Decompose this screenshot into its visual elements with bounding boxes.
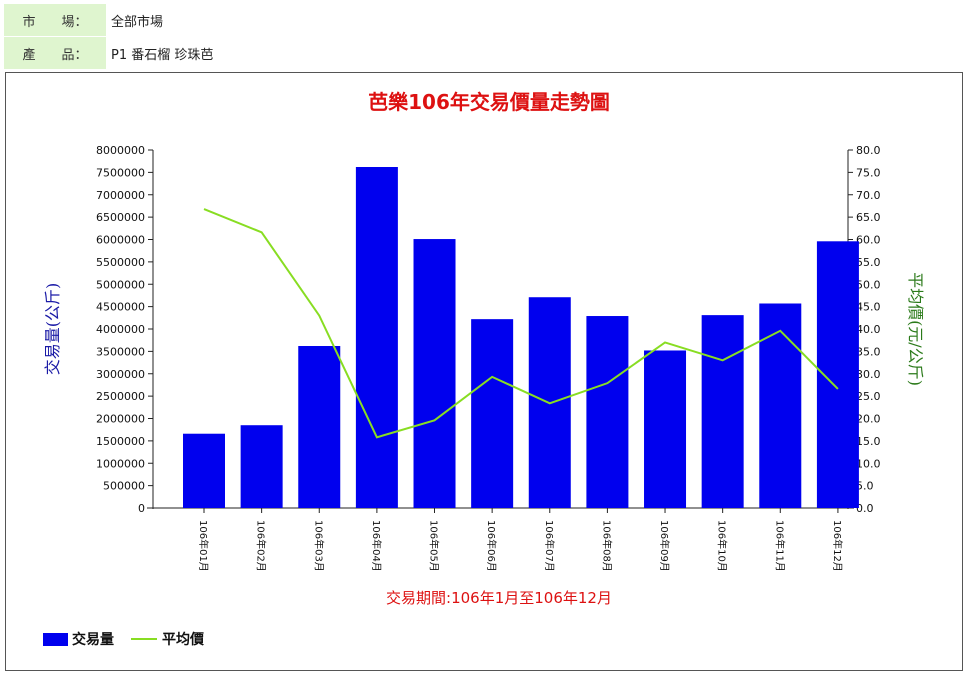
y-tick-label-right: 15.0 [856,435,881,448]
y-tick-label-left: 2000000 [96,413,145,426]
y-tick-label-right: 50.0 [856,278,881,291]
x-axis-title: 交易期間:106年1月至106年12月 [386,589,612,607]
market-filter-row: 市 場： 全部市場 [4,4,163,36]
volume-bar [298,346,341,508]
chart-container: 芭樂106年交易價量走勢圖 交易期間:106年1月至106年12月 交易量(公斤… [5,72,963,671]
chart-title: 芭樂106年交易價量走勢圖 [368,90,610,114]
y-tick-label-left: 5500000 [96,256,145,269]
x-tick-label: 106年03月 [312,520,325,572]
volume-bar [701,315,744,508]
legend: 交易量 平均價 [43,631,205,648]
y-tick-label-right: 35.0 [856,345,881,358]
y-tick-label-right: 5.0 [856,480,874,493]
market-label: 市 場： [4,4,106,36]
y-tick-label-left: 500000 [103,480,145,493]
volume-bar [586,316,629,508]
y-tick-label-right: 10.0 [856,457,881,470]
y-tick-label-left: 6500000 [96,211,145,224]
y-tick-label-left: 1000000 [96,457,145,470]
y-tick-label-right: 80.0 [856,144,881,157]
y-tick-label-right: 30.0 [856,368,881,381]
y-tick-label-right: 45.0 [856,301,881,314]
y-tick-label-right: 55.0 [856,256,881,269]
legend-bar-label: 交易量 [72,631,114,648]
y-tick-label-right: 0.0 [856,502,874,515]
x-tick-label: 106年06月 [485,520,498,572]
x-tick-label: 106年05月 [428,520,441,572]
y-tick-label-right: 60.0 [856,234,881,247]
legend-bar-swatch [43,633,68,646]
y-tick-label-left: 8000000 [96,144,145,157]
y-tick-label-left: 0 [138,502,145,515]
y-tick-label-left: 5000000 [96,278,145,291]
x-tick-label: 106年09月 [658,520,671,572]
x-tick-label: 106年02月 [255,520,268,572]
y-tick-label-left: 2500000 [96,390,145,403]
legend-line-label: 平均價 [162,631,205,648]
y-tick-label-right: 20.0 [856,413,881,426]
volume-bar [183,433,225,508]
volume-bar [355,167,398,508]
volume-bar [413,239,456,509]
product-label: 產 品： [4,37,106,69]
plot-area: 0 500000 1000000 1500000 2000000 2500000 30000… [96,144,881,572]
x-tick-label: 106年08月 [600,520,613,572]
price-volume-chart: 芭樂106年交易價量走勢圖 交易期間:106年1月至106年12月 交易量(公斤… [43,90,925,648]
market-value: 全部市場 [111,14,164,30]
y-tick-label-right: 25.0 [856,390,881,403]
x-tick-label: 106年07月 [543,520,556,572]
y-tick-label-right: 70.0 [856,189,881,202]
x-tick-label: 106年01月 [197,520,210,572]
y-tick-label-left: 3000000 [96,368,145,381]
volume-bar [471,319,514,508]
y-tick-label-left: 1500000 [96,435,145,448]
volume-bar [240,425,283,508]
product-filter-row: 產 品： P1 番石榴 珍珠芭 [4,37,213,69]
y-tick-label-left: 3500000 [96,345,145,358]
y-axis-title-right: 平均價(元/公斤) [906,272,925,386]
product-value: P1 番石榴 珍珠芭 [111,47,214,63]
y-tick-label-left: 6000000 [96,234,145,247]
y-tick-label-left: 4500000 [96,301,145,314]
x-tick-label: 106年04月 [370,520,383,572]
y-tick-label-right: 65.0 [856,211,881,224]
y-axis-title-left: 交易量(公斤) [43,283,62,376]
y-tick-label-left: 7000000 [96,189,145,202]
x-tick-label: 106年11月 [773,520,786,572]
y-tick-label-right: 40.0 [856,323,881,336]
volume-bar [644,350,687,508]
x-tick-label: 106年12月 [831,520,844,572]
price-line [203,208,839,439]
y-tick-label-left: 4000000 [96,323,145,336]
x-tick-label: 106年10月 [716,520,729,572]
y-tick-label-left: 7500000 [96,166,145,179]
y-tick-label-right: 75.0 [856,166,881,179]
volume-bar [759,303,802,508]
